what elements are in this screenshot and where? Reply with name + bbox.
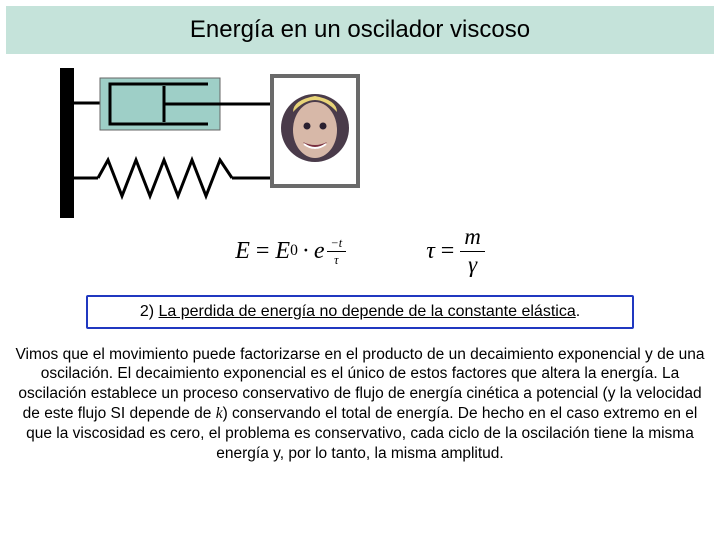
t-in-exp: t <box>339 236 342 250</box>
E0-symbol: E <box>275 238 290 265</box>
statement-text: La perdida de energía no depende de la c… <box>159 303 576 320</box>
E0-subscript: 0 <box>290 242 298 260</box>
k-symbol: k <box>216 405 223 422</box>
exponent: −t τ <box>327 237 347 266</box>
m-symbol: m <box>460 226 484 249</box>
energy-decay-equation: E = E0 · e −t τ <box>235 237 346 266</box>
m-over-gamma: m γ <box>460 226 484 277</box>
page-title: Energía en un oscilador viscoso <box>6 16 714 44</box>
statement-period: . <box>576 303 580 320</box>
equation-row: E = E0 · e −t τ τ = m γ <box>0 226 720 277</box>
tau-definition-equation: τ = m γ <box>426 226 485 277</box>
equals-sign-1: = <box>256 238 270 265</box>
body-paragraph: Vimos que el movimiento puede factorizar… <box>14 345 706 464</box>
tau-in-exp: τ <box>330 254 342 266</box>
title-bar: Energía en un oscilador viscoso <box>6 6 714 54</box>
statement-number: 2) <box>140 303 154 320</box>
cdot: · <box>302 238 310 265</box>
oscillator-diagram <box>40 68 680 218</box>
gamma-symbol: γ <box>464 254 481 277</box>
e-symbol: e <box>314 238 325 265</box>
diagram-svg <box>40 68 370 218</box>
equals-sign-2: = <box>441 238 455 265</box>
tau-symbol: τ <box>426 238 435 265</box>
statement-box: 2) La perdida de energía no depende de l… <box>86 295 634 329</box>
E-symbol: E <box>235 238 250 265</box>
